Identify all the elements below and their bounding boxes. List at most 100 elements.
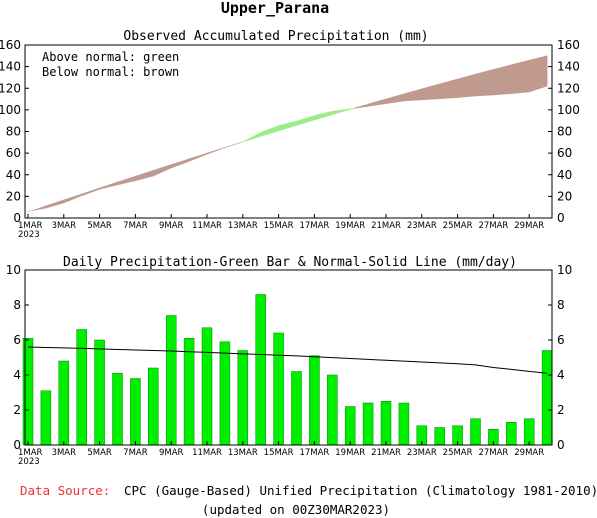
below-normal-area <box>439 78 458 100</box>
x-tick-label: 27MAR <box>478 448 508 458</box>
daily-chart-title: Daily Precipitation-Green Bar & Normal-S… <box>63 255 517 270</box>
daily-bar <box>541 350 553 446</box>
daily-bar <box>309 355 320 446</box>
x-tick-label: 5MAR <box>87 221 112 231</box>
below-normal-area <box>153 164 172 177</box>
daily-bar <box>40 390 52 446</box>
legend-note-above: Above normal: green <box>42 50 179 64</box>
x-tick-label: 3MAR <box>52 221 77 231</box>
x-tick-label: 21MAR <box>371 448 401 458</box>
daily-bar <box>291 371 302 446</box>
daily-bar <box>112 373 123 446</box>
daily-bar <box>255 294 266 446</box>
above-normal-area <box>27 210 32 213</box>
y-tick-label-right: 100 <box>557 103 580 117</box>
daily-bars <box>22 294 553 446</box>
x-tick-label: 7MAR <box>123 448 148 458</box>
y-tick-label-left: 0 <box>13 211 21 225</box>
y-tick-label-left: 120 <box>0 81 21 95</box>
x-tick-label: 17MAR <box>299 221 329 231</box>
above-normal-area <box>296 115 315 126</box>
daily-bar <box>130 378 141 446</box>
daily-normal-line <box>27 346 548 374</box>
daily-chart: Daily Precipitation-Green Bar & Normal-S… <box>6 255 573 467</box>
x-tick-label: 2023 <box>18 230 40 240</box>
x-tick-label: 21MAR <box>371 221 401 231</box>
x-tick-label: 17MAR <box>299 448 329 458</box>
x-tick-label: 15MAR <box>264 448 294 458</box>
x-tick-label: 25MAR <box>443 448 473 458</box>
y-tick-label-left: 80 <box>6 125 21 139</box>
below-normal-area <box>493 64 512 96</box>
x-tick-label: 23MAR <box>407 221 437 231</box>
y-tick-label-right: 120 <box>557 81 580 95</box>
y-tick-label-left: 100 <box>0 103 21 117</box>
above-normal-area <box>260 125 279 137</box>
daily-bar <box>470 418 481 446</box>
y-tick-label-right: 40 <box>557 168 572 182</box>
data-source-label: Data Source: <box>20 483 110 498</box>
y-tick-label-left: 2 <box>13 403 21 417</box>
x-tick-label: 19MAR <box>335 221 365 231</box>
below-normal-area <box>385 93 405 104</box>
daily-bar <box>327 374 338 446</box>
below-normal-area <box>475 69 494 97</box>
below-normal-area <box>31 205 47 212</box>
y-tick-label-left: 8 <box>13 298 21 312</box>
x-tick-label: 9MAR <box>159 448 184 458</box>
daily-bar <box>344 406 356 446</box>
y-tick-label-right: 0 <box>557 438 565 452</box>
y-tick-label-left: 6 <box>13 333 21 347</box>
y-tick-label-left: 10 <box>6 263 21 277</box>
y-tick-label-left: 60 <box>6 146 21 160</box>
daily-bar <box>76 329 87 446</box>
above-normal-area <box>331 108 351 116</box>
y-tick-label-left: 160 <box>0 38 21 52</box>
daily-bar <box>506 422 517 446</box>
x-tick-label: 2023 <box>18 457 40 467</box>
daily-bar <box>398 402 410 446</box>
y-tick-label-left: 20 <box>6 189 21 203</box>
y-tick-label-right: 20 <box>557 189 572 203</box>
x-tick-label: 19MAR <box>335 448 365 458</box>
daily-bar <box>58 360 70 446</box>
x-tick-label: 11MAR <box>192 448 222 458</box>
below-normal-area <box>45 199 65 209</box>
y-tick-label-left: 4 <box>13 368 21 382</box>
above-normal-area <box>349 108 354 110</box>
accum-fill-areas <box>27 55 548 213</box>
data-source-text: CPC (Gauge-Based) Unified Precipitation … <box>124 483 597 498</box>
daily-bar <box>165 315 177 446</box>
y-tick-label-left: 0 <box>13 438 21 452</box>
daily-bar <box>362 402 374 446</box>
updated-note: (updated on 00Z30MAR2023) <box>202 502 390 517</box>
accum-chart: Observed Accumulated Precipitation (mm) … <box>0 29 580 240</box>
below-normal-area <box>367 98 387 107</box>
below-normal-area <box>135 170 154 182</box>
below-normal-area <box>99 181 118 190</box>
y-tick-label-right: 8 <box>557 298 565 312</box>
below-normal-area <box>421 83 441 101</box>
x-tick-label: 13MAR <box>228 448 258 458</box>
x-tick-label: 11MAR <box>192 221 222 231</box>
above-normal-area <box>278 120 297 132</box>
below-normal-area <box>457 73 476 98</box>
above-normal-area <box>314 110 333 121</box>
y-tick-label-left: 140 <box>0 60 21 74</box>
y-tick-label-right: 4 <box>557 368 565 382</box>
x-tick-label: 3MAR <box>52 448 77 458</box>
y-tick-label-left: 40 <box>6 168 21 182</box>
accum-y-axis: 0 0 20 20 40 40 60 60 80 80 100 100 120 120 140 140 160 1… <box>0 38 580 225</box>
y-tick-label-right: 140 <box>557 60 580 74</box>
daily-bar <box>201 327 213 446</box>
page-title: Upper_Parana <box>221 0 329 17</box>
below-normal-area <box>224 141 243 149</box>
daily-bar <box>434 427 445 446</box>
below-normal-area <box>510 59 530 94</box>
x-tick-label: 9MAR <box>159 221 184 231</box>
x-tick-label: 29MAR <box>514 221 544 231</box>
x-tick-label: 25MAR <box>443 221 473 231</box>
x-tick-label: 13MAR <box>228 221 258 231</box>
